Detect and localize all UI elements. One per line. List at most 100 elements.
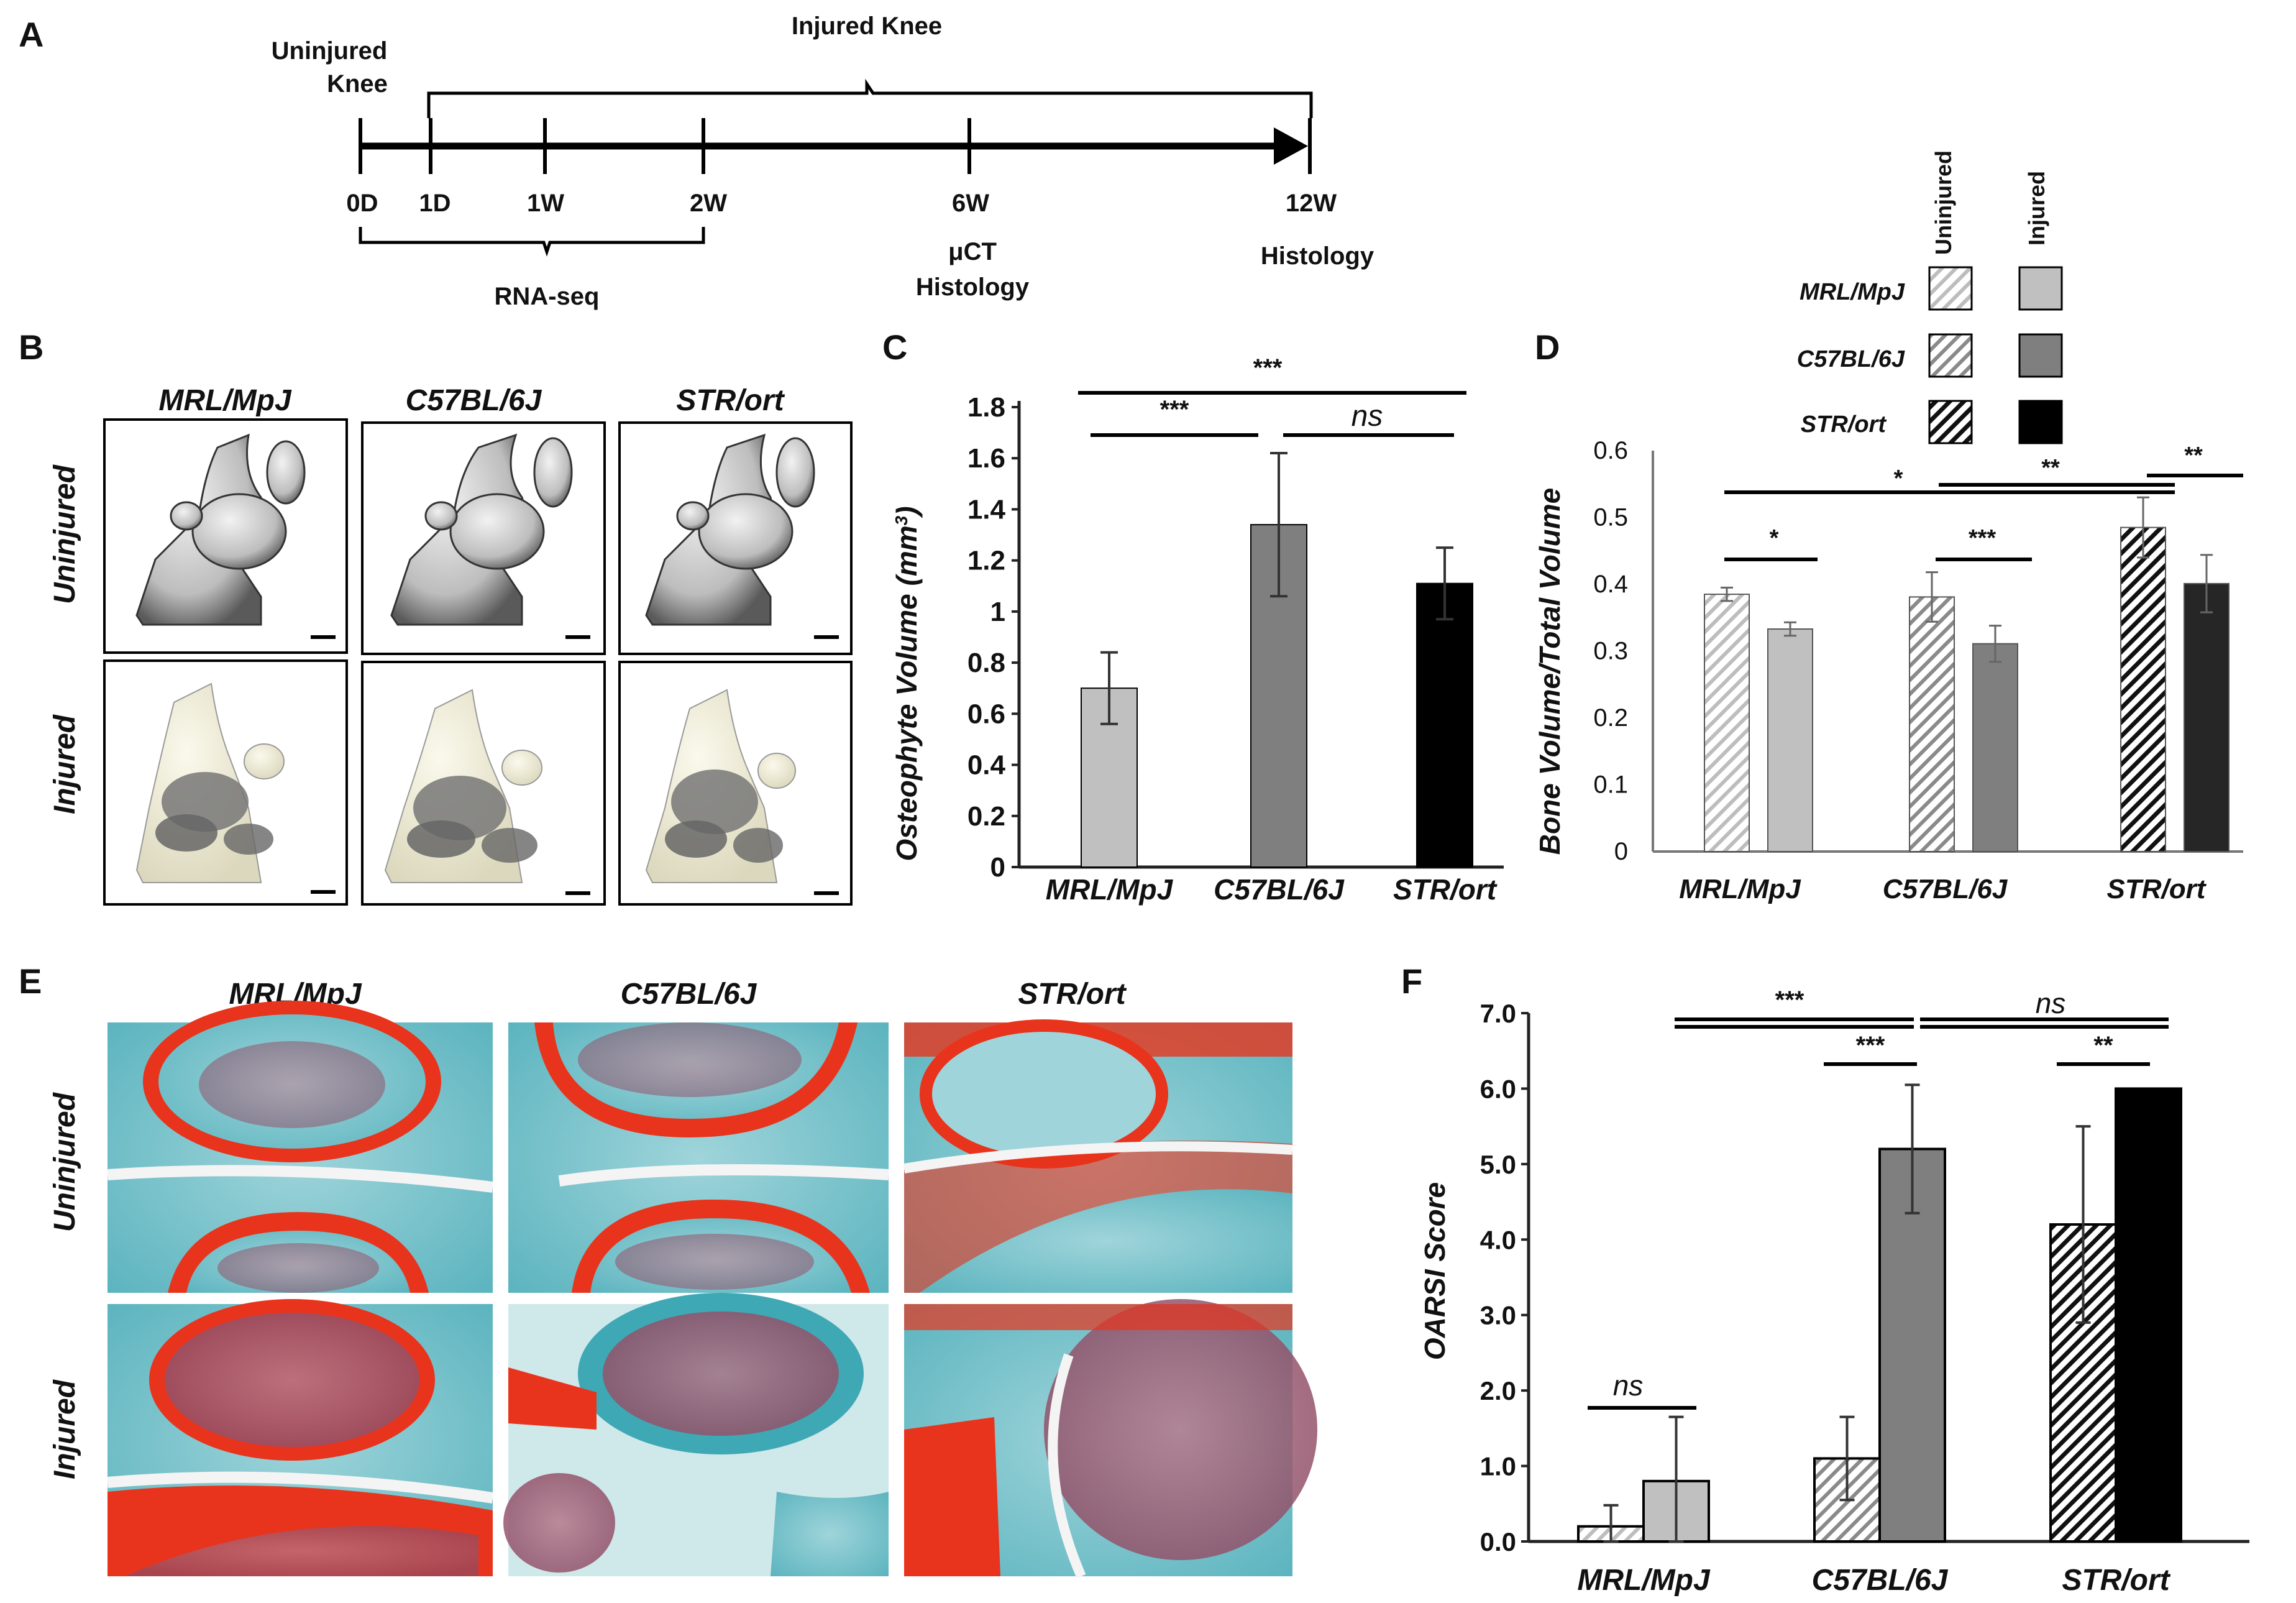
c-ylabel-end: ) <box>890 506 923 518</box>
f-sig-str: ** <box>2093 1032 2113 1059</box>
d-sig-str: ** <box>2184 443 2203 469</box>
histology-uninjured-c57 <box>508 1022 889 1293</box>
microct-uninjured-str <box>618 421 853 655</box>
legend-col-injured: Injured <box>2024 171 2049 246</box>
d-ytick-label: 0.1 <box>1593 771 1628 799</box>
d-errorbar-str-ort-uninjured <box>2137 496 2149 559</box>
c-sig-c57-str: ns <box>1352 400 1383 433</box>
f-errorbar-c57bl-6j-injured <box>1905 1083 1920 1215</box>
f-bar-str-ort-injured <box>2115 1087 2182 1543</box>
histology-uninjured-str <box>903 1019 1293 1293</box>
c-sig-mrl-c57: *** <box>1160 396 1189 423</box>
d-errorbar-mrl-mpj-injured <box>1784 621 1796 637</box>
uninjured-knee-label-line1: Uninjured <box>272 37 388 65</box>
d-ytick-label: 0.6 <box>1593 437 1628 464</box>
f-xtick-c57bl-6j: C57BL/6J <box>1812 1564 1949 1597</box>
histology-injured-c57 <box>503 1293 889 1576</box>
f-xtick-mrl-mpj: MRL/MpJ <box>1577 1564 1711 1597</box>
d-bar-c57bl-6j-uninjured <box>1909 596 1955 852</box>
c-errorbar-mrl-mpj <box>1100 651 1118 725</box>
panel-label-f: F <box>1401 962 1422 1001</box>
c-ytick-label: 0.2 <box>967 801 1005 832</box>
injured-knee-label: Injured Knee <box>792 12 942 40</box>
d-errorbar-c57bl-6j-injured <box>1989 625 2001 663</box>
c-errorbar-c57bl-6j <box>1270 452 1287 598</box>
d-bar-mrl-mpj-uninjured <box>1704 594 1750 852</box>
f-sig-c57-str: ns <box>2036 987 2066 1019</box>
e-row-injured: Injured <box>48 1379 81 1479</box>
f-xtick-str-ort: STR/ort <box>2062 1564 2170 1597</box>
panel-label-a: A <box>19 15 43 54</box>
legend-row-str: STR/ort <box>1801 411 1887 438</box>
d-sig-c57: *** <box>1969 525 1996 551</box>
d-ytick-label: 0.4 <box>1593 571 1628 598</box>
tick-2w: 2W <box>690 190 727 217</box>
c-ytick-label: 1.2 <box>967 546 1005 576</box>
c-xtick-c57bl-6j: C57BL/6J <box>1214 873 1345 906</box>
d-ytick-label: 0.5 <box>1593 504 1628 531</box>
histology-injured-mrl <box>107 1299 494 1576</box>
histology-12w-label: Histology <box>1261 242 1374 270</box>
uninjured-knee-label-line2: Knee <box>327 70 388 98</box>
injured-knee-bracket <box>427 78 1313 118</box>
d-ytick-label: 0.2 <box>1593 704 1628 732</box>
d-ytick-label: 0.3 <box>1593 638 1628 665</box>
f-bar-c57bl-6j-injured <box>1878 1147 1946 1543</box>
panel-label-e: E <box>19 962 42 1001</box>
b-row-uninjured: Uninjured <box>48 464 81 604</box>
microct-injured-str <box>618 661 853 906</box>
histology-uninjured-mrl <box>107 1001 494 1293</box>
tick-6w: 6W <box>952 190 989 217</box>
d-errorbar-c57bl-6j-uninjured <box>1926 571 1938 623</box>
legend-swatch-c57-injured <box>2018 333 2063 378</box>
c-ytick-label: 0.8 <box>967 648 1005 678</box>
f-errorbar-c57bl-6j-uninjured <box>1839 1415 1855 1502</box>
c-ylabel: Osteophyte Volume (mm3) <box>890 506 923 861</box>
d-xtick-c57bl-6j: C57BL/6J <box>1883 874 2008 904</box>
histology-injured-str <box>904 1299 1317 1579</box>
f-sig-c57: *** <box>1856 1032 1885 1059</box>
c-ytick-label: 0.4 <box>967 750 1006 781</box>
d-sig-c57-str: ** <box>2041 455 2060 481</box>
f-errorbar-str-ort-uninjured <box>2075 1125 2091 1324</box>
c-ytick-label: 1 <box>990 597 1005 627</box>
d-errorbar-str-ort-injured <box>2200 554 2213 613</box>
legend-swatch-c57-uninjured <box>1928 333 1973 378</box>
d-xtick-mrl-mpj: MRL/MpJ <box>1679 874 1801 904</box>
legend-row-c57: C57BL/6J <box>1797 346 1905 372</box>
c-ytick-label: 0 <box>990 852 1005 883</box>
c-ylabel-sup: 3 <box>892 515 911 525</box>
f-ytick-label: 3.0 <box>1480 1301 1516 1330</box>
f-errorbar-mrl-mpj-uninjured <box>1603 1504 1619 1543</box>
legend-swatch-mrl-injured <box>2018 266 2063 311</box>
d-ylabel: Bone Volume/Total Volume <box>1534 488 1566 855</box>
b-row-injured: Injured <box>48 714 81 814</box>
c-bar-str-ort <box>1416 582 1473 868</box>
tick-12w: 12W <box>1286 190 1337 217</box>
d-ytick-label: 0 <box>1614 838 1628 865</box>
f-ytick-label: 2.0 <box>1480 1376 1516 1405</box>
c-ytick-label: 1.4 <box>967 494 1006 525</box>
chart-bone-volume: 0 0.1 0.2 0.3 0.4 0.5 0.6 MRL/MpJ C57BL/6J STR/or… <box>1593 437 2243 904</box>
b-col-str: STR/ort <box>676 384 785 417</box>
legend: Uninjured Injured MRL/MpJ C57BL/6J STR/o… <box>1797 150 2063 444</box>
f-ytick-label: 0.0 <box>1480 1527 1516 1556</box>
c-ytick-label: 0.6 <box>967 699 1005 729</box>
f-ytick-label: 7.0 <box>1480 999 1516 1028</box>
c-errorbar-str-ort <box>1436 546 1453 621</box>
d-sig-mrl: * <box>1770 525 1779 551</box>
legend-swatch-str-uninjured <box>1928 400 1973 444</box>
tick-1d: 1D <box>419 190 451 217</box>
chart-osteophyte-volume: 0 0.2 0.4 0.6 0.8 1 1.2 1.4 1.6 1.8 MRL/MpJ C57BL/6… <box>967 354 1504 906</box>
c-sig-mrl-str: *** <box>1253 354 1283 382</box>
c-ytick-label: 1.6 <box>967 443 1005 474</box>
c-ylabel-main: Osteophyte Volume (mm <box>890 525 923 861</box>
f-ytick-label: 5.0 <box>1480 1150 1516 1179</box>
d-bar-mrl-mpj-injured <box>1767 628 1813 853</box>
legend-row-mrl: MRL/MpJ <box>1800 279 1905 305</box>
microct-uninjured-mrl <box>103 418 348 654</box>
legend-swatch-str-injured <box>2018 400 2063 444</box>
tick-0d: 0D <box>346 190 378 217</box>
microct-uninjured-c57 <box>361 421 606 655</box>
panel-label-d: D <box>1535 328 1560 367</box>
